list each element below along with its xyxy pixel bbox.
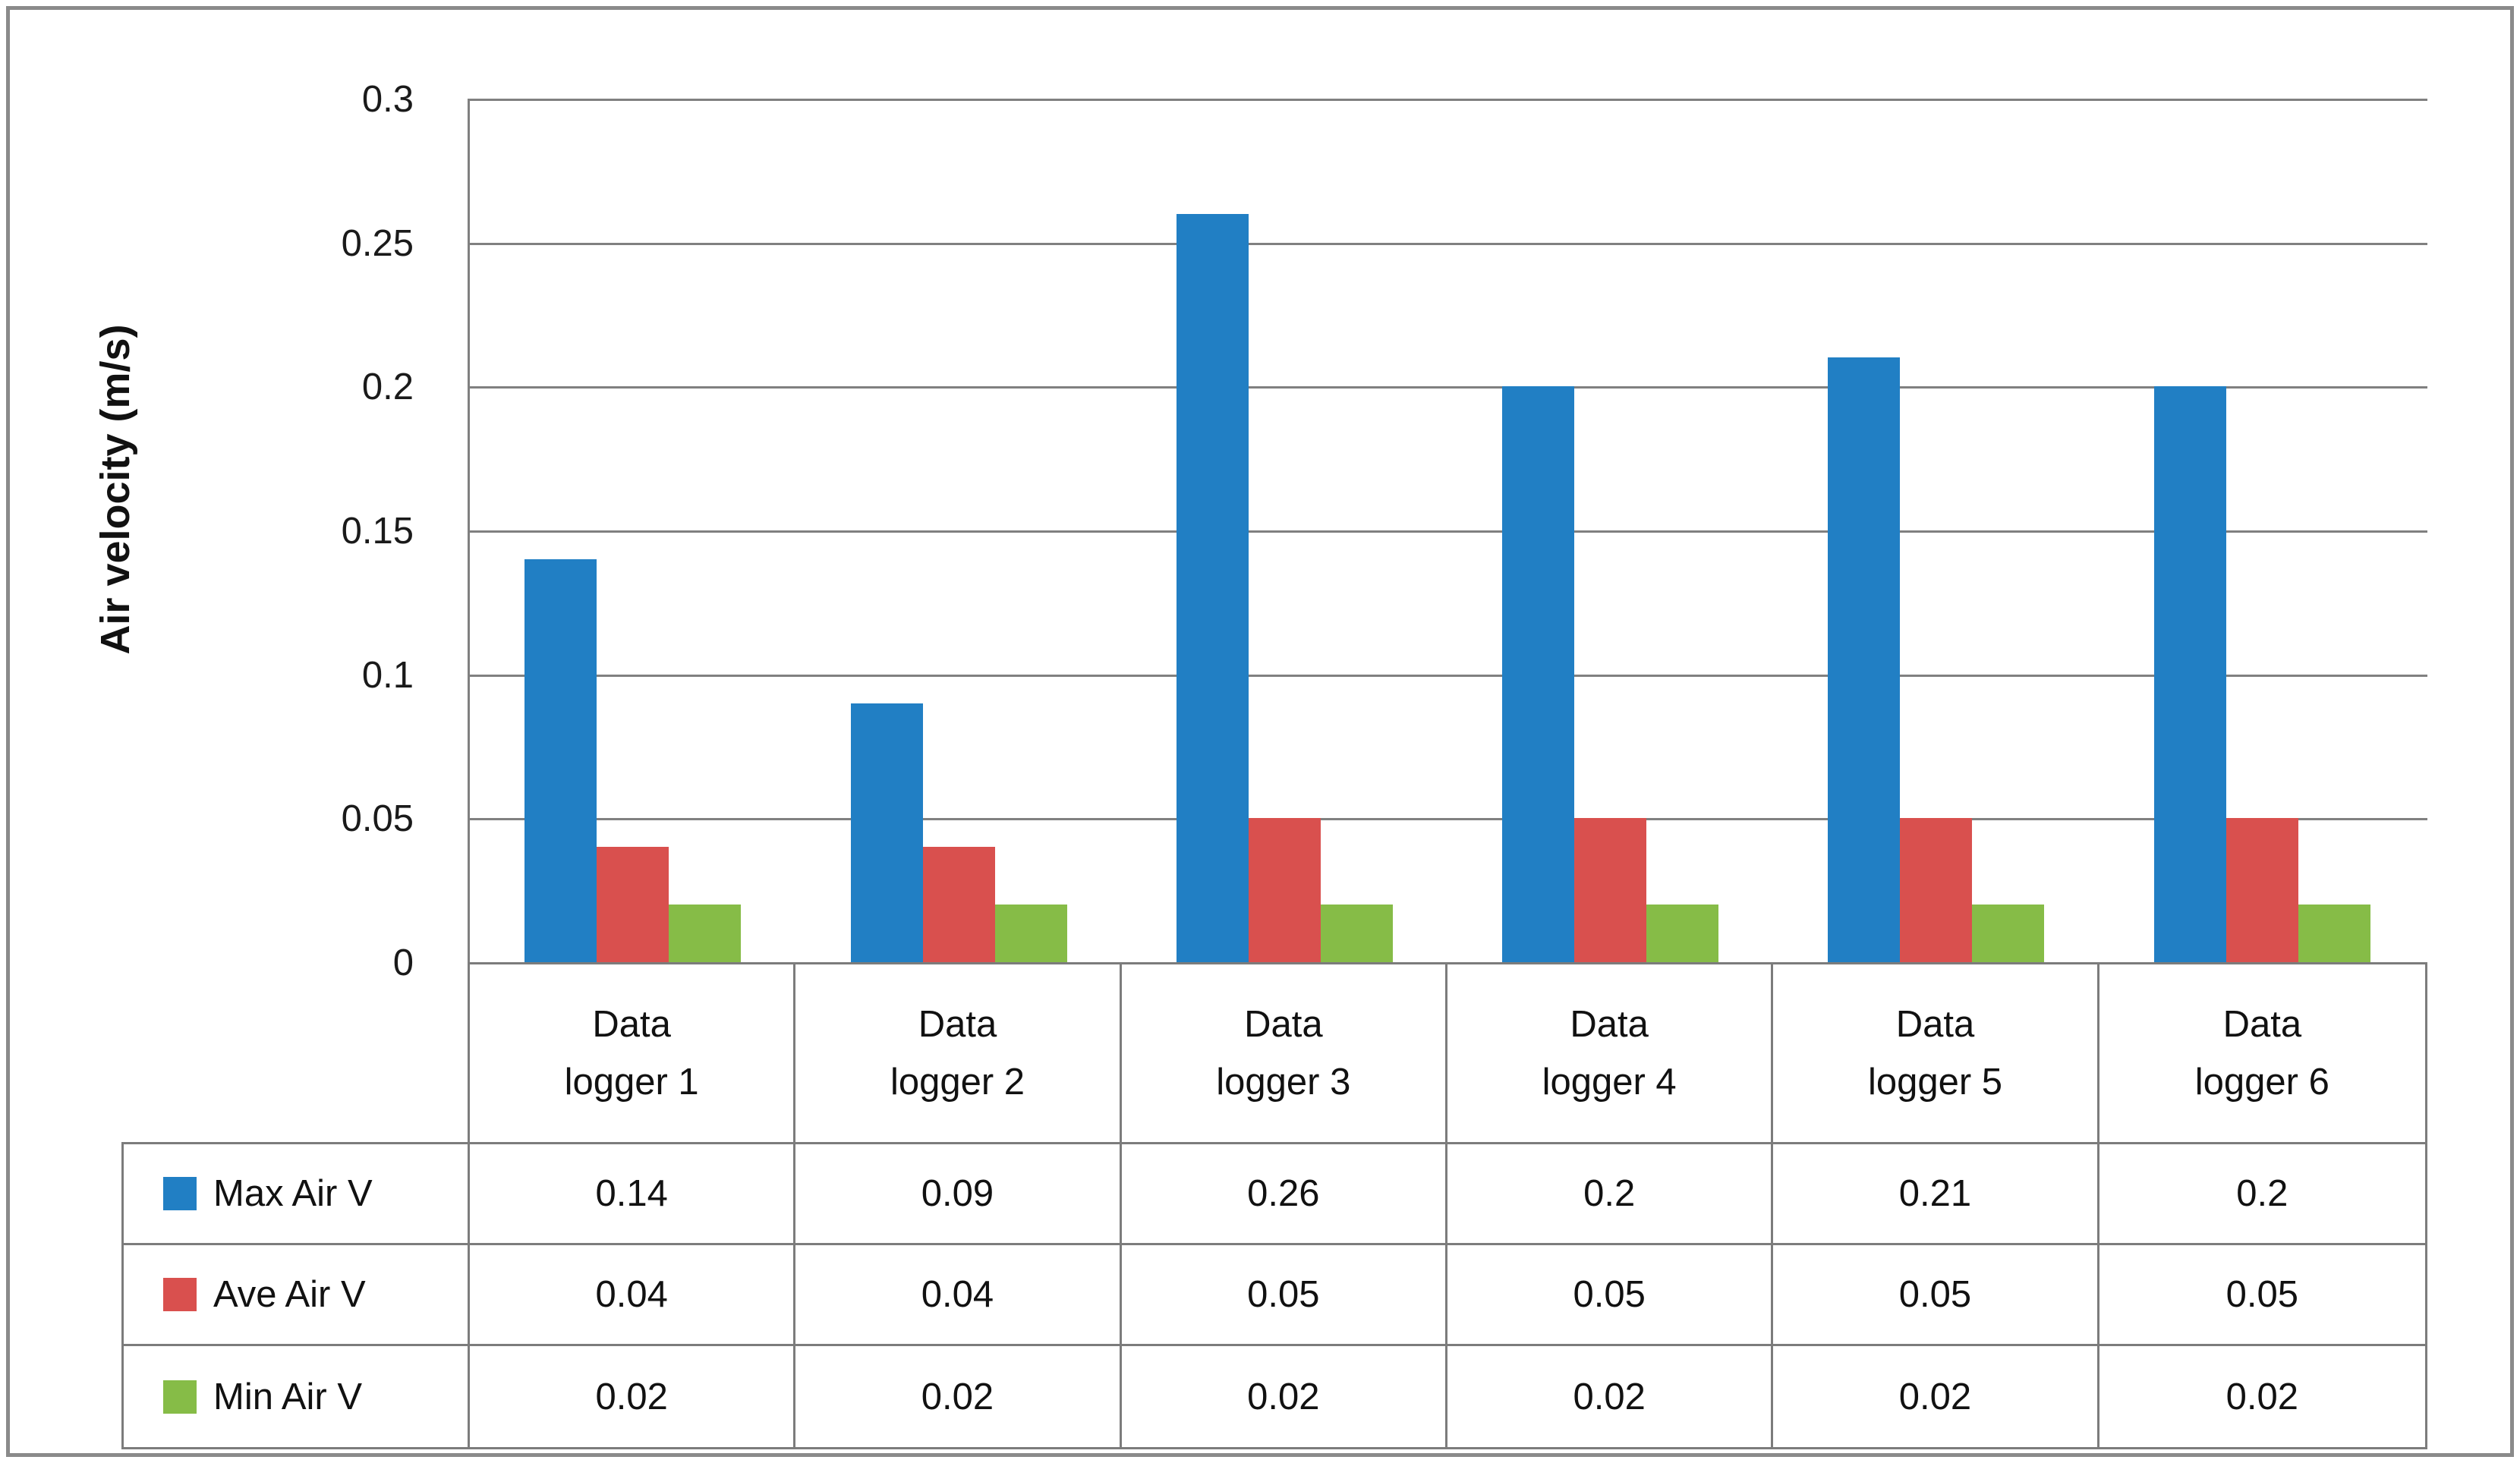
category-header-row: Data logger 1 Data logger 2 Data logger 3 D… xyxy=(468,962,2427,1144)
y-tick-label: 0.25 xyxy=(341,222,414,264)
value-cell: 0.02 xyxy=(470,1346,796,1447)
bar-ave-air-v xyxy=(1249,818,1321,962)
legend-cell: Ave Air V xyxy=(124,1245,470,1346)
value-cell: 0.09 xyxy=(795,1144,1122,1245)
category-label: Data logger 5 xyxy=(1867,1004,2003,1103)
legend-swatch-icon xyxy=(163,1380,197,1414)
figure-border xyxy=(6,6,2514,1457)
bar-max-air-v xyxy=(1177,214,1249,962)
category-label: Data logger 2 xyxy=(890,1004,1025,1103)
bar-max-air-v xyxy=(1828,357,1900,962)
category-cell: Data logger 4 xyxy=(1447,964,1774,1142)
bar-max-air-v xyxy=(2154,386,2226,962)
gridline xyxy=(470,99,2427,101)
category-label: Data logger 3 xyxy=(1216,1004,1351,1103)
y-tick-label: 0.1 xyxy=(361,654,414,696)
bar-ave-air-v xyxy=(923,847,995,962)
gridline xyxy=(470,818,2427,820)
value-cell: 0.02 xyxy=(1773,1346,2099,1447)
value-cell: 0.02 xyxy=(2225,1376,2299,1417)
value-cell: 0.2 xyxy=(2099,1144,2425,1245)
data-table: Max Air V 0.14 0.09 0.26 0.2 0.21 0.2 Ave Air V… xyxy=(121,1142,2427,1449)
category-cell: Data logger 5 xyxy=(1773,964,2099,1142)
value-cell: 0.04 xyxy=(795,1245,1122,1346)
bar-min-air-v xyxy=(1646,905,1718,962)
value-cell: 0.05 xyxy=(1447,1245,1774,1346)
bar-max-air-v xyxy=(1502,386,1574,962)
value-cell: 0.02 xyxy=(795,1346,1122,1447)
bar-max-air-v xyxy=(851,703,923,962)
y-tick-label: 0.2 xyxy=(361,367,414,408)
gridline xyxy=(470,675,2427,677)
legend-cell: Min Air V xyxy=(124,1346,470,1447)
value-cell: 0.05 xyxy=(1773,1245,2099,1346)
gridline xyxy=(470,243,2427,245)
bar-min-air-v xyxy=(995,905,1067,962)
legend-cell: Max Air V xyxy=(124,1144,470,1245)
category-label: Data logger 6 xyxy=(2194,1004,2329,1103)
y-tick-label: 0 xyxy=(392,942,414,983)
bar-ave-air-v xyxy=(597,847,669,962)
value-cell: 0.26 xyxy=(1121,1144,1447,1245)
value-cell: 0.21 xyxy=(1773,1144,2099,1245)
category-label: Data logger 1 xyxy=(564,1004,699,1103)
legend-swatch-icon xyxy=(163,1177,197,1210)
y-tick-label: 0.3 xyxy=(361,79,414,120)
legend-swatch-icon xyxy=(163,1278,197,1311)
y-tick-label: 0.05 xyxy=(341,798,414,840)
category-cell: Data logger 2 xyxy=(795,964,1122,1142)
value-cell: 0.04 xyxy=(470,1245,796,1346)
value-cell: 0.05 xyxy=(1121,1245,1447,1346)
category-cell: Data logger 1 xyxy=(470,964,796,1142)
category-cell: Data logger 3 xyxy=(1122,964,1447,1142)
category-label: Data logger 4 xyxy=(1542,1004,1677,1103)
bar-max-air-v xyxy=(524,559,597,962)
bar-min-air-v xyxy=(2298,905,2370,962)
legend-label: Min Air V xyxy=(213,1376,363,1417)
value-cell: 0.05 xyxy=(2099,1245,2425,1346)
bar-ave-air-v xyxy=(1900,818,1972,962)
bar-ave-air-v xyxy=(2226,818,2298,962)
bar-min-air-v xyxy=(1321,905,1393,962)
bar-min-air-v xyxy=(1972,905,2044,962)
plot-area xyxy=(468,99,2427,964)
bar-ave-air-v xyxy=(1574,818,1646,962)
gridline xyxy=(470,530,2427,533)
category-cell: Data logger 6 xyxy=(2099,964,2425,1142)
value-cell: 0.02 xyxy=(1122,1346,1447,1447)
legend-label: Ave Air V xyxy=(213,1274,366,1315)
legend-label: Max Air V xyxy=(213,1173,373,1214)
bar-min-air-v xyxy=(669,905,741,962)
value-cell: 0.02 xyxy=(1447,1346,1774,1447)
value-cell: 0.14 xyxy=(470,1144,796,1245)
value-cell: 0.2 xyxy=(1447,1144,1774,1245)
y-tick-label: 0.15 xyxy=(341,511,414,552)
gridline xyxy=(470,386,2427,389)
